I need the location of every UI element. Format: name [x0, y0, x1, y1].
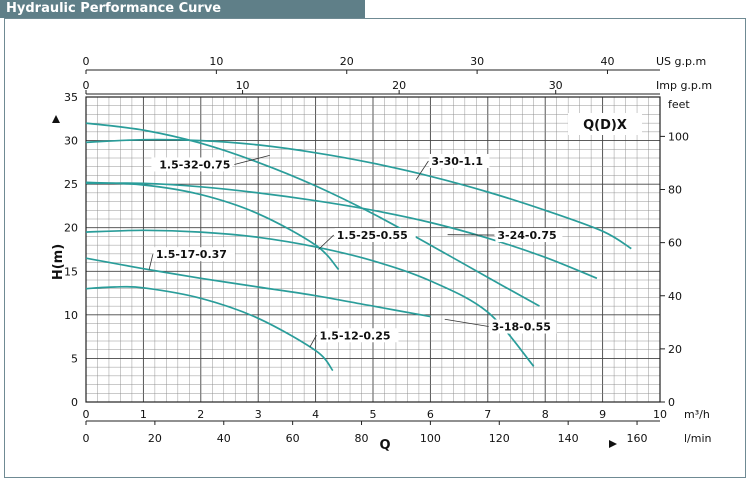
plot-border [85, 96, 661, 403]
top-axis-unit-usgpm: US g.p.m [656, 55, 706, 68]
usgpm-tick-label: 10 [209, 55, 223, 68]
bottom-axis-unit-m3h: m³/h [684, 408, 710, 421]
curve-label-1.5-12-0.25: 1.5-12-0.25 [319, 329, 390, 342]
curve-1.5-12-0.25 [85, 285, 334, 372]
y-tick-label: 10 [64, 309, 78, 322]
y-tick-label: 30 [64, 135, 78, 148]
curve-label-1.5-17-0.37: 1.5-17-0.37 [156, 248, 227, 261]
bottom-tick-label: 0 [83, 408, 90, 421]
leader-line [309, 335, 317, 348]
model-label-bg [568, 113, 642, 135]
header-bar: Hydraulic Performance Curve [0, 0, 365, 18]
model-label: Q(D)X [583, 118, 627, 133]
usgpm-tick-label: 30 [470, 55, 484, 68]
y-tick-label: 20 [64, 222, 78, 235]
impgpm-tick-label: 10 [236, 79, 250, 92]
curve-label-3-24-0.75: 3-24-0.75 [497, 229, 556, 242]
curve-label-bg [153, 247, 235, 262]
right-tick-label: 20 [668, 343, 682, 356]
bottom-tick-label: 8 [542, 408, 549, 421]
curve-1.5-32-0.75 [85, 122, 540, 307]
bottom-tick-label: 10 [653, 408, 667, 421]
lmin-tick-label: 20 [148, 432, 162, 445]
curve-label-bg [495, 228, 563, 243]
x-axis-label: Q [379, 438, 390, 453]
chart-frame [4, 18, 746, 478]
top-axis-unit-impgpm: Imp g.p.m [656, 79, 712, 92]
curve-label-bg [334, 228, 416, 243]
y-tick-label: 15 [64, 265, 78, 278]
curve-labels: 1.5-32-0.75 3-30-1.1 1.5-25-0.55 3-24-0.75 1… [148, 153, 563, 348]
right-axis-unit: feet [668, 98, 690, 111]
leader-line [148, 254, 154, 270]
y-tick-label: 25 [64, 178, 78, 191]
curve-label-bg [317, 328, 399, 343]
lmin-tick-label: 60 [286, 432, 300, 445]
y-axis-arrow [52, 115, 60, 123]
bottom-tick-label: 4 [312, 408, 319, 421]
bottom-tick-label: 9 [599, 408, 606, 421]
y-tick-label: 5 [71, 352, 78, 365]
impgpm-tick-label: 0 [83, 79, 90, 92]
lmin-tick-label: 160 [627, 432, 648, 445]
y-tick-label: 0 [71, 396, 78, 409]
impgpm-tick-label: 30 [549, 79, 563, 92]
lmin-tick-label: 120 [489, 432, 510, 445]
right-tick-label: 40 [668, 290, 682, 303]
curve-label-bg [429, 153, 490, 168]
curve-3-24-0.75 [85, 182, 598, 280]
bottom-axis-unit-lmin: l/min [684, 432, 712, 445]
leader-line [318, 234, 334, 250]
right-tick-label: 100 [668, 130, 689, 143]
curve-label-bg [151, 157, 233, 172]
lmin-tick-label: 80 [355, 432, 369, 445]
bottom-tick-label: 3 [255, 408, 262, 421]
curve-label-3-30-1.1: 3-30-1.1 [431, 155, 483, 168]
curve-label-3-18-0.55: 3-18-0.55 [492, 321, 551, 334]
curve-label-bg [489, 319, 557, 334]
bottom-tick-label: 6 [427, 408, 434, 421]
curve-label-1.5-25-0.55: 1.5-25-0.55 [337, 229, 408, 242]
impgpm-tick-label: 20 [392, 79, 406, 92]
y-axis-label: H(m) [51, 244, 66, 280]
lmin-tick-label: 40 [217, 432, 231, 445]
leader-line [415, 160, 429, 181]
right-tick-label: 60 [668, 237, 682, 250]
curve-label-1.5-32-0.75: 1.5-32-0.75 [159, 158, 230, 171]
lmin-tick-label: 100 [420, 432, 441, 445]
usgpm-tick-label: 20 [340, 55, 354, 68]
right-tick-label: 0 [668, 396, 675, 409]
curve-3-18-0.55 [85, 229, 535, 367]
usgpm-tick-label: 40 [600, 55, 614, 68]
usgpm-tick-label: 0 [83, 55, 90, 68]
model-label-box: Q(D)X [568, 113, 642, 135]
leader-line [444, 318, 489, 327]
bottom-tick-label: 1 [140, 408, 147, 421]
curve-3-30-1.1 [85, 138, 632, 250]
curve-1.5-17-0.37 [85, 257, 431, 318]
leader-line [234, 154, 270, 165]
curves [85, 122, 632, 372]
lmin-tick-label: 140 [558, 432, 579, 445]
bottom-tick-label: 5 [370, 408, 377, 421]
bottom-tick-label: 2 [197, 408, 204, 421]
bottom-tick-label: 7 [484, 408, 491, 421]
right-tick-label: 80 [668, 184, 682, 197]
lmin-tick-label: 0 [83, 432, 90, 445]
chart-title: Hydraulic Performance Curve [6, 1, 222, 16]
y-tick-label: 35 [64, 91, 78, 104]
x-axis-arrow [609, 440, 617, 448]
